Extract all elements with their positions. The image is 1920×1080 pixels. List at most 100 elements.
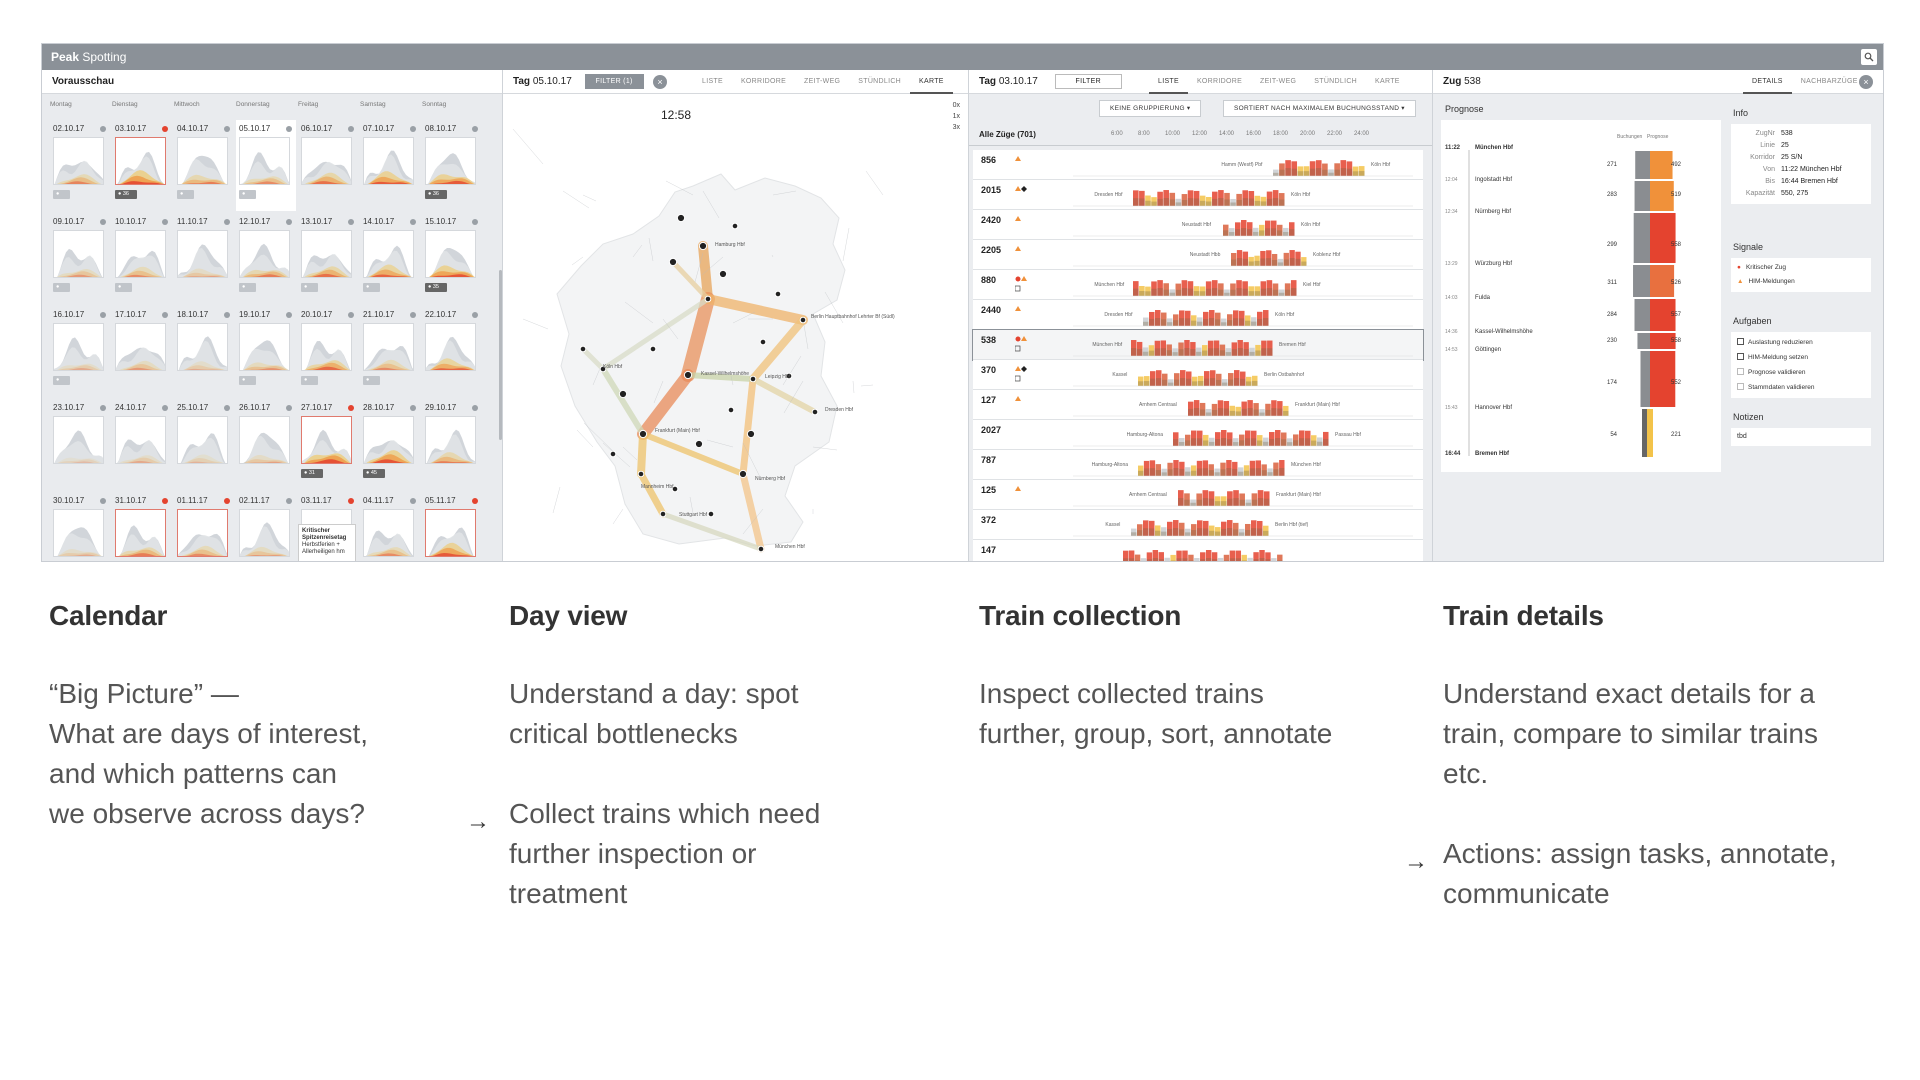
train-row[interactable]: 2015 Dresden Hbf Köln Hbf: [973, 180, 1423, 210]
train-count-badge[interactable]: ●: [53, 376, 70, 385]
calendar-day[interactable]: 13.10.17 ●: [298, 213, 358, 304]
calendar-day[interactable]: 02.10.17 ●: [50, 120, 110, 211]
calendar-day[interactable]: 09.10.17 ●: [50, 213, 110, 304]
train-count-badge[interactable]: ● 35: [425, 283, 447, 292]
calendar-day[interactable]: 28.10.17 ● 45: [360, 399, 420, 490]
calendar-day[interactable]: 20.10.17 ●: [298, 306, 358, 397]
calendar-day[interactable]: 26.10.17: [236, 399, 296, 490]
calendar-scrollbar[interactable]: [499, 270, 502, 440]
train-row[interactable]: 2440 Dresden Hbf Köln Hbf: [973, 300, 1423, 330]
calendar-day[interactable]: 08.10.17 ● 36: [422, 120, 482, 211]
task-checkbox[interactable]: [1737, 338, 1744, 345]
calendar-day[interactable]: 05.11.17: [422, 492, 482, 561]
train-count-badge[interactable]: ●: [53, 190, 70, 199]
task-item[interactable]: HIM-Meldung setzen: [1731, 350, 1871, 365]
train-row[interactable]: 880 München Hbf Kiel Hbf: [973, 270, 1423, 300]
notes-field[interactable]: tbd: [1731, 428, 1871, 446]
sort-dropdown[interactable]: SORTIERT NACH MAXIMALEM BUCHUNGSSTAND ▾: [1223, 100, 1416, 117]
dayview-tab-4[interactable]: KARTE: [910, 70, 953, 94]
details-tab-1[interactable]: NACHBARZÜGE: [1800, 78, 1858, 85]
calendar-day[interactable]: 17.10.17: [112, 306, 172, 397]
zoom-level[interactable]: 3x: [952, 124, 960, 131]
train-count-badge[interactable]: ● 36: [115, 190, 137, 199]
calendar-day[interactable]: 04.11.17: [360, 492, 420, 561]
train-count-badge[interactable]: ●: [363, 376, 380, 385]
zoom-level[interactable]: 1x: [952, 113, 960, 120]
train-row[interactable]: 370 Kassel Berlin Ostbahnhof: [973, 360, 1423, 390]
dayview-tab-2[interactable]: ZEIT-WEG: [804, 78, 841, 85]
calendar-day[interactable]: 11.10.17: [174, 213, 234, 304]
calendar-day[interactable]: 01.11.17: [174, 492, 234, 561]
task-item[interactable]: Stammdaten validieren: [1731, 380, 1871, 395]
calendar-day[interactable]: 23.10.17: [50, 399, 110, 490]
train-row[interactable]: 856 Hamm (Westf) Pbf Köln Hbf: [973, 150, 1423, 180]
calendar-day[interactable]: 19.10.17 ●: [236, 306, 296, 397]
train-count-badge[interactable]: ●: [239, 376, 256, 385]
calendar-day[interactable]: 10.10.17 ●: [112, 213, 172, 304]
train-count-badge[interactable]: ●: [239, 283, 256, 292]
task-item[interactable]: Prognose validieren: [1731, 365, 1871, 380]
booking-bar: [1261, 348, 1267, 356]
task-checkbox[interactable]: [1737, 353, 1744, 360]
filter-button[interactable]: FILTER (1): [584, 73, 644, 89]
train-count-badge[interactable]: ● 45: [363, 469, 385, 478]
train-count-badge[interactable]: ●: [53, 283, 70, 292]
calendar-day[interactable]: 04.10.17 ●: [174, 120, 234, 211]
train-row[interactable]: 2205 Neustadt Hbb Koblenz Hbf: [973, 240, 1423, 270]
calendar-day[interactable]: 06.10.17: [298, 120, 358, 211]
calendar-day[interactable]: 30.10.17: [50, 492, 110, 561]
task-checkbox[interactable]: [1737, 368, 1744, 375]
train-row[interactable]: 787 Hamburg-Altona München Hbf: [973, 450, 1423, 480]
train-count-badge[interactable]: ●: [239, 190, 256, 199]
train-count-badge[interactable]: ●: [301, 376, 318, 385]
train-count-badge[interactable]: ● 36: [425, 190, 447, 199]
calendar-day[interactable]: 02.11.17: [236, 492, 296, 561]
train-row[interactable]: 147: [973, 540, 1423, 561]
calendar-day[interactable]: 21.10.17 ●: [360, 306, 420, 397]
train-row[interactable]: 2420 Neustadt Hbf Köln Hbf: [973, 210, 1423, 240]
calendar-day[interactable]: 31.10.17: [112, 492, 172, 561]
calendar-day[interactable]: 24.10.17: [112, 399, 172, 490]
germany-map[interactable]: Hamburg Hbf Berlin Hauptbahnhof Lehrter B…: [503, 94, 969, 562]
collection-tab-2[interactable]: ZEIT-WEG: [1260, 78, 1297, 85]
train-count-badge[interactable]: ●: [177, 190, 194, 199]
collection-tab-4[interactable]: KARTE: [1375, 78, 1400, 85]
calendar-day[interactable]: 29.10.17: [422, 399, 482, 490]
calendar-day[interactable]: 22.10.17: [422, 306, 482, 397]
train-row[interactable]: 127 Arnhem Centraal Frankfurt (Main) Hbf: [973, 390, 1423, 420]
train-row[interactable]: 538 München Hbf Bremen Hbf: [972, 329, 1424, 361]
calendar-day[interactable]: 16.10.17 ●: [50, 306, 110, 397]
dayview-tab-1[interactable]: KORRIDORE: [740, 78, 787, 85]
load-bar: [1259, 409, 1265, 416]
collection-tab-3[interactable]: STÜNDLICH: [1314, 78, 1358, 85]
calendar-day[interactable]: 07.10.17: [360, 120, 420, 211]
train-row[interactable]: 372 Kassel Berlin Hbf (tief): [973, 510, 1423, 540]
train-count-badge[interactable]: ●: [301, 283, 318, 292]
train-count-badge[interactable]: ●: [363, 283, 380, 292]
calendar-day[interactable]: 15.10.17 ● 35: [422, 213, 482, 304]
calendar-day[interactable]: 05.10.17 ●: [236, 120, 296, 211]
train-count-badge[interactable]: ● 31: [301, 469, 323, 478]
task-item[interactable]: Auslastung reduzieren: [1731, 335, 1871, 350]
train-row[interactable]: 125 Arnhem Centraal Frankfurt (Main) Hbf: [973, 480, 1423, 510]
grouping-dropdown[interactable]: KEINE GRUPPIERUNG ▾: [1099, 100, 1202, 117]
calendar-day[interactable]: 18.10.17: [174, 306, 234, 397]
train-row[interactable]: 2027 Hamburg-Altona Passau Hbf: [973, 420, 1423, 450]
calendar-day[interactable]: 03.10.17 ● 36: [112, 120, 172, 211]
collection-filter-button[interactable]: FILTER: [1054, 73, 1122, 89]
calendar-day[interactable]: 14.10.17 ●: [360, 213, 420, 304]
collection-tab-0[interactable]: LISTE: [1149, 70, 1188, 94]
calendar-day[interactable]: 12.10.17 ●: [236, 213, 296, 304]
calendar-day[interactable]: 27.10.17 ● 31: [298, 399, 358, 490]
calendar-day[interactable]: 25.10.17: [174, 399, 234, 490]
collection-tab-1[interactable]: KORRIDORE: [1196, 78, 1243, 85]
zoom-level[interactable]: 0x: [952, 102, 960, 109]
train-count-badge[interactable]: ●: [115, 283, 132, 292]
dayview-tab-3[interactable]: STÜNDLICH: [858, 78, 902, 85]
close-filter-icon[interactable]: ×: [653, 75, 667, 89]
dayview-tab-0[interactable]: LISTE: [702, 78, 723, 85]
close-details-icon[interactable]: ×: [1859, 75, 1873, 89]
search-button[interactable]: [1861, 49, 1877, 65]
task-checkbox[interactable]: [1737, 383, 1744, 390]
details-tab-0[interactable]: DETAILS: [1743, 70, 1792, 94]
